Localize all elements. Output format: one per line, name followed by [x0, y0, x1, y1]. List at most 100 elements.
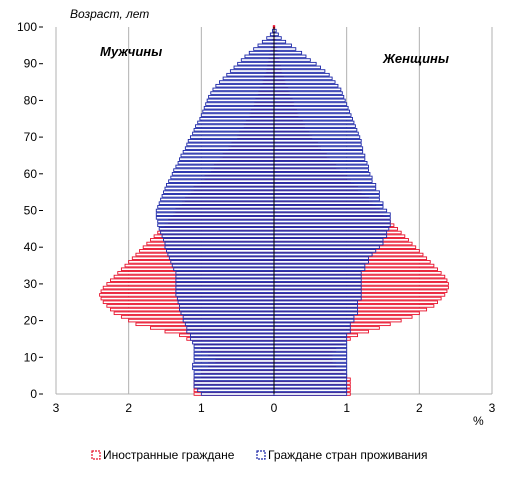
citizens-female-bar — [273, 392, 348, 396]
citizens-male-bar — [176, 296, 275, 301]
citizens-male-bar — [155, 212, 275, 216]
citizens-male-bar — [179, 157, 275, 161]
citizens-male-bar — [161, 194, 275, 198]
y-tick-label-10: 100 — [17, 20, 37, 34]
citizens-male-bar — [175, 289, 275, 294]
citizens-female-bar — [273, 58, 311, 62]
citizens-male-bar — [229, 69, 275, 73]
citizens-female-bar — [273, 127, 358, 132]
citizens-male-bar — [158, 201, 275, 205]
citizens-male-bar — [233, 65, 275, 70]
citizens-female-bar — [273, 164, 369, 169]
citizens-male-bar — [192, 340, 275, 345]
citizens-female-bar — [273, 47, 297, 51]
citizens-female-bar — [273, 205, 384, 209]
citizens-female-bar — [273, 54, 307, 59]
y-tick-label-4: 40 — [24, 240, 38, 254]
citizens-male-bar — [202, 109, 275, 114]
x-tick-label-3: 0 — [271, 401, 278, 415]
citizens-male-bar — [177, 300, 275, 305]
y-tick-label-3: 30 — [24, 277, 38, 291]
citizens-female-bar — [273, 161, 368, 165]
citizens-female-bar — [273, 230, 388, 235]
citizens-male-bar — [158, 227, 275, 231]
citizens-male-bar — [184, 322, 275, 327]
citizens-bars-layer — [155, 28, 391, 396]
citizens-male-bar — [175, 271, 275, 275]
citizens-female-bar — [273, 80, 336, 84]
citizens-male-bar — [189, 337, 275, 341]
citizens-female-bar — [273, 179, 373, 183]
citizens-male-bar — [193, 377, 275, 382]
y-tick-label-8: 80 — [24, 93, 38, 107]
citizens-female-bar — [273, 83, 339, 88]
citizens-female-bar — [273, 50, 303, 55]
citizens-female-bar — [273, 124, 356, 128]
citizens-male-bar — [257, 43, 275, 48]
citizens-female-bar — [273, 39, 287, 44]
citizens-male-bar — [175, 278, 275, 283]
male-side-label: Мужчины — [100, 44, 162, 59]
citizens-male-bar — [222, 76, 275, 81]
citizens-female-bar — [273, 377, 348, 382]
citizens-male-bar — [161, 234, 275, 238]
citizens-male-bar — [197, 388, 275, 393]
citizens-female-bar — [273, 234, 388, 238]
citizens-male-bar — [212, 87, 275, 92]
citizens-male-bar — [193, 127, 275, 132]
citizens-male-bar — [171, 172, 275, 176]
citizens-female-bar — [273, 293, 362, 297]
citizens-male-bar — [193, 373, 275, 378]
citizens-male-bar — [164, 186, 275, 191]
citizens-male-bar — [193, 355, 275, 360]
citizens-male-bar — [210, 91, 275, 95]
citizens-female-bar — [273, 219, 391, 224]
citizens-female-bar — [273, 227, 390, 231]
citizens-male-bar — [195, 124, 275, 128]
citizens-female-bar — [273, 197, 380, 202]
citizens-male-bar — [157, 223, 275, 227]
citizens-female-bar — [273, 311, 359, 316]
citizens-female-bar — [273, 307, 359, 312]
citizens-female-bar — [273, 172, 371, 176]
citizens-male-bar — [170, 260, 275, 264]
citizens-female-bar — [273, 245, 380, 249]
citizens-female-bar — [273, 289, 362, 294]
citizens-female-bar — [273, 267, 366, 271]
citizens-female-bar — [273, 241, 384, 246]
citizens-female-bar — [273, 102, 348, 106]
citizens-female-bar — [273, 76, 333, 81]
citizens-male-bar — [168, 179, 275, 183]
citizens-female-bar — [273, 168, 369, 172]
citizens-female-bar — [273, 381, 348, 385]
citizens-male-bar — [253, 47, 275, 51]
x-tick-label-0: 3 — [53, 401, 60, 415]
citizens-male-bar — [200, 392, 275, 396]
citizens-female-bar — [273, 249, 377, 253]
citizens-male-bar — [193, 370, 275, 374]
citizens-male-bar — [180, 153, 275, 158]
citizens-female-bar — [273, 105, 349, 110]
citizens-male-bar — [192, 366, 275, 371]
citizens-male-bar — [187, 138, 275, 143]
citizens-female-bar — [273, 98, 346, 103]
citizens-female-bar — [273, 138, 362, 143]
citizens-female-bar — [273, 260, 369, 264]
citizens-male-bar — [237, 61, 275, 66]
female-side-label: Женщины — [382, 51, 449, 66]
citizens-male-bar — [157, 219, 275, 224]
citizens-male-bar — [182, 318, 275, 323]
legend: Иностранные граждане Граждане стран прож… — [91, 448, 428, 462]
citizens-male-bar — [186, 329, 275, 334]
citizens-male-bar — [175, 274, 275, 279]
citizens-male-bar — [171, 263, 275, 268]
legend-label-foreign: Иностранные граждане — [103, 448, 235, 462]
citizens-female-bar — [273, 153, 366, 158]
citizens-male-bar — [182, 315, 275, 319]
citizens-male-bar — [199, 116, 275, 121]
citizens-female-bar — [273, 252, 373, 257]
citizens-male-bar — [167, 252, 275, 257]
citizens-male-bar — [269, 32, 275, 37]
citizens-male-bar — [163, 238, 275, 242]
